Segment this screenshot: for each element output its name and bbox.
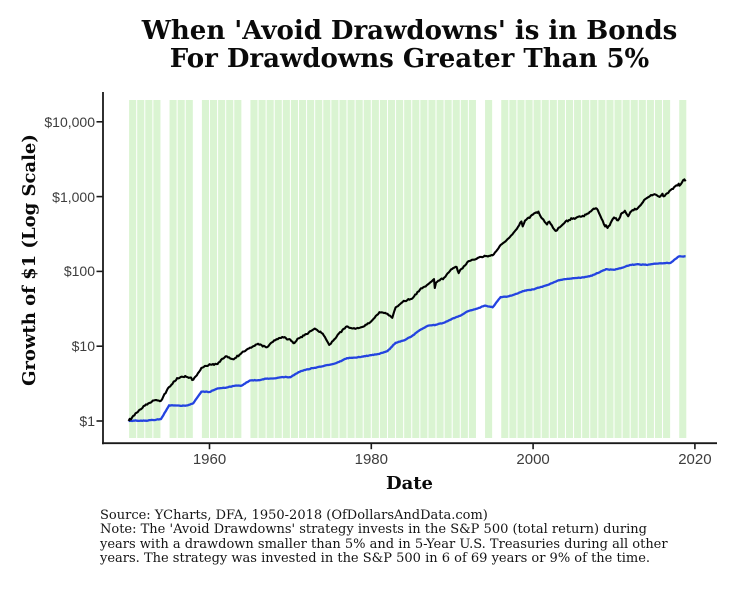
bond-year-band [404,100,412,438]
bond-year-band [396,100,404,438]
bond-year-band [315,100,323,438]
bond-year-band [663,100,671,438]
bond-year-band [509,100,517,438]
bond-year-band [379,100,387,438]
x-tick-label: 2020 [678,451,712,468]
footer-caption: Source: YCharts, DFA, 1950-2018 (OfDolla… [100,508,700,567]
bond-year-band [387,100,396,438]
bond-year-band [444,100,452,438]
bond-year-band [541,100,549,438]
bond-year-band [274,100,282,438]
bond-year-band [282,100,290,438]
bond-year-band [307,100,315,438]
sp500-series-line [127,178,687,422]
bond-year-band [145,100,153,438]
bond-year-band [630,100,638,438]
bond-year-band [598,100,606,438]
bond-year-band [331,100,339,438]
chart-title: When 'Avoid Drawdowns' is in Bonds For D… [103,17,716,73]
footer-line: years. The strategy was invested in the … [100,551,651,567]
y-tick-label: $1,000 [52,188,95,205]
y-tick-label: $10 [71,338,95,355]
x-axis-title: Date [385,473,434,494]
bond-year-band [323,100,331,438]
bond-year-band [533,100,541,438]
bond-year-band [468,100,476,438]
bond-year-band [371,100,379,438]
bond-year-band [460,100,468,438]
bond-year-band [412,100,420,438]
bond-year-band [654,100,663,438]
bond-year-band [679,100,687,438]
bond-year-band [501,100,509,438]
y-tick-label: $100 [63,263,95,280]
bond-year-band [226,100,234,438]
bond-year-band [169,100,177,438]
bond-year-band [590,100,598,438]
bond-year-band [420,100,428,438]
footer-line: Source: YCharts, DFA, 1950-2018 (OfDolla… [100,508,488,523]
bond-year-band [185,100,193,438]
bond-year-band [428,100,436,438]
bond-year-band [137,100,145,438]
bond-year-band [129,100,137,438]
bond-year-band [218,100,226,438]
bond-year-band [290,100,298,438]
bond-year-band [250,100,258,438]
x-tick-label: 1980 [354,451,388,468]
bond-year-band [557,100,565,438]
bond-year-band [638,100,646,438]
chart-title-line2: For Drawdowns Greater Than 5% [169,44,650,74]
y-tick-label: $1 [79,413,95,429]
footer-line: years with a drawdown smaller than 5% an… [100,536,668,552]
bond-year-band [436,100,444,438]
bond-year-band [177,100,185,438]
bond-year-band [525,100,533,438]
bond-year-band [363,100,371,438]
bond-year-band [234,100,242,438]
bond-year-band [517,100,525,438]
bond-year-band [565,100,574,438]
bond-shading [129,100,687,438]
x-tick-label: 2000 [516,451,550,468]
bond-year-band [347,100,355,438]
bond-year-band [646,100,654,438]
bond-year-band [574,100,582,438]
bond-year-band [153,100,161,438]
strategy-series-line [128,255,686,423]
y-tick-label: $10,000 [44,113,95,130]
bond-year-band [298,100,307,438]
bond-year-band [549,100,557,438]
bond-year-band [210,100,218,438]
x-tick-label: 1960 [192,451,227,468]
bond-year-band [622,100,630,438]
bond-year-band [258,100,266,438]
bond-year-band [582,100,590,438]
bond-year-band [355,100,363,438]
bond-year-band [485,100,493,438]
bond-year-band [266,100,274,438]
footer-line: Note: The 'Avoid Drawdowns' strategy inv… [100,522,647,538]
chart-title-line1: When 'Avoid Drawdowns' is in Bonds [141,16,678,46]
bond-year-band [201,100,209,438]
bond-year-band [339,100,347,438]
